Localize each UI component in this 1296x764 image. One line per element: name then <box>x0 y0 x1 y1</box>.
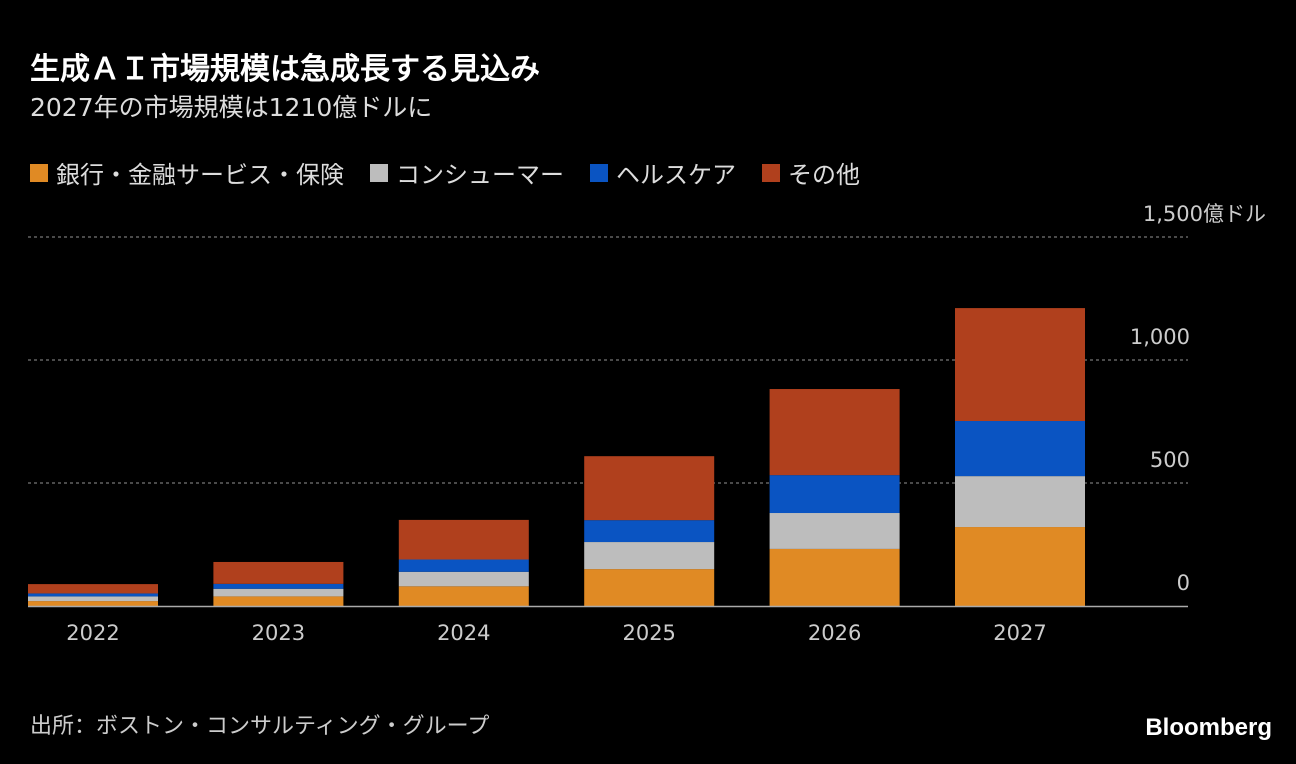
bar-segment <box>398 519 529 560</box>
legend-swatch <box>762 163 780 182</box>
bar-segment <box>213 561 344 584</box>
chart-title: 生成ＡＩ市場規模は急成長する見込み <box>30 52 540 87</box>
bar-segment <box>213 596 344 606</box>
bar-segment <box>955 421 1085 477</box>
bar-segment <box>398 586 529 606</box>
bar-segment <box>584 569 715 606</box>
legend-swatch <box>590 163 608 182</box>
legend-label: ヘルスケア <box>616 161 736 189</box>
legend-label: コンシューマー <box>396 161 564 189</box>
legend-item: コンシューマー <box>370 155 564 190</box>
bar-segment <box>769 513 900 549</box>
bloomberg-logo: Bloomberg <box>1145 714 1272 741</box>
bar-segment <box>28 593 158 597</box>
x-tick-label: 2024 <box>437 621 490 645</box>
y-tick-label: 0 <box>1177 571 1190 595</box>
bar-segment <box>213 588 344 597</box>
source-note: 出所：ボストン・コンサルティング・グループ <box>30 714 490 739</box>
legend-item: ヘルスケア <box>590 155 736 190</box>
bar-segment <box>769 548 900 606</box>
bar-segment <box>398 559 529 572</box>
bar-segment <box>955 476 1085 528</box>
bar-segment <box>213 583 344 589</box>
bar-segment <box>955 527 1085 606</box>
y-tick-label: 1,500億ドル <box>1143 202 1266 226</box>
legend-item: 銀行・金融サービス・保険 <box>30 155 344 190</box>
y-tick-label: 500 <box>1150 448 1190 472</box>
bar-segment <box>28 596 158 602</box>
x-tick-label: 2022 <box>66 621 119 645</box>
bar-segment <box>769 475 900 514</box>
x-tick-label: 2027 <box>993 621 1046 645</box>
bar-segment <box>955 308 1085 422</box>
bar-segment <box>769 389 900 476</box>
bar-segment <box>398 571 529 587</box>
bar-segment <box>28 601 158 606</box>
legend-label: その他 <box>788 161 860 189</box>
bar-segment <box>584 456 715 521</box>
bar-segment <box>584 520 715 543</box>
y-tick-label: 1,000 <box>1130 325 1190 349</box>
legend-item: その他 <box>762 155 860 190</box>
legend: 銀行・金融サービス・保険 コンシューマー ヘルスケア その他 <box>30 155 860 190</box>
x-tick-label: 2026 <box>808 621 861 645</box>
bar-segment <box>584 542 715 570</box>
bar-segment <box>28 584 158 594</box>
chart-subtitle: 2027年の市場規模は1210億ドルに <box>30 93 433 122</box>
x-tick-label: 2023 <box>252 621 305 645</box>
x-tick-label: 2025 <box>622 621 675 645</box>
legend-label: 銀行・金融サービス・保険 <box>56 161 344 189</box>
legend-swatch <box>370 163 388 182</box>
legend-swatch <box>30 163 48 182</box>
